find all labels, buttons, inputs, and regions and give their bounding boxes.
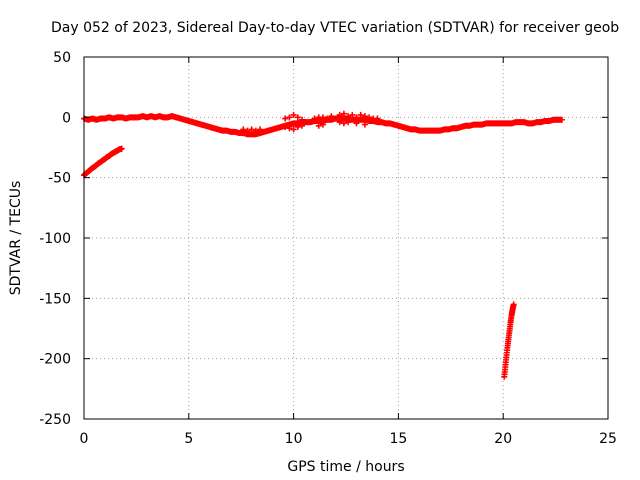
data-point-main-arc-spread [319,114,326,121]
grid-layer [84,57,608,419]
plot-frame [83,56,609,420]
y-tick-label: -50 [48,171,71,187]
x-tick-label: 25 [599,431,617,447]
data-point-main-arc-spread [319,121,326,128]
data-point-main-arc-spread [366,114,373,121]
data-point-main-arc-spread [282,123,289,130]
ticks-layer: 50 0 -50 -100 -150 -200 -250 0 5 10 15 20 25 [39,50,617,447]
y-axis-label: SDTVAR / TECUs [8,181,24,296]
y-tick-label: -200 [39,352,71,368]
data-point-main-arc-spread [286,114,293,121]
data-point-main-arc-spread [290,126,297,133]
data-point-main-arc-spread [240,126,247,133]
x-tick-label: 0 [80,431,89,447]
x-axis-label: GPS time / hours [287,459,404,475]
data-point-main-arc-spread [374,115,381,122]
chart-title: Day 052 of 2023, Sidereal Day-to-day VTE… [51,20,619,36]
data-point-main-arc-spread [252,127,259,134]
data-point-main-arc-spread [361,113,368,120]
data-points-layer [81,110,565,380]
data-point-main-arc [558,116,565,123]
data-point-main-arc-spread [340,120,347,127]
y-tick-label: -250 [39,412,71,428]
data-point-main-arc-spread [349,111,356,118]
x-tick-label: 20 [494,431,512,447]
data-point-main-arc-spread [294,123,301,130]
data-point-main-arc-spread [336,111,343,118]
y-tick-label: -150 [39,291,71,307]
data-point-main-arc-spread [324,115,331,122]
data-point-main-arc-spread [298,116,305,123]
data-point-main-arc-spread [257,126,264,133]
y-tick-label: 0 [62,110,71,126]
data-point-main-arc-spread [315,122,322,129]
data-point-main-arc-spread [248,126,255,133]
data-point-main-arc-spread [294,114,301,121]
data-point-main-arc-spread [361,121,368,128]
data-point-early-arc [118,145,125,152]
y-tick-label: 50 [53,50,71,66]
data-point-main-arc-spread [282,115,289,122]
data-point-main-arc-spread [340,110,347,117]
data-point-late-arc [510,301,517,308]
data-point-main-arc-spread [298,122,305,129]
x-tick-label: 5 [184,431,193,447]
data-point-main-arc-spread [311,115,318,122]
data-point-main-arc-spread [353,120,360,127]
data-point-main-arc-spread [353,114,360,121]
data-point-main-arc-spread [357,111,364,118]
data-point-main-arc-spread [328,113,335,120]
y-tick-label: -100 [39,231,71,247]
data-point-main-arc-spread [244,127,251,134]
data-point-main-arc-spread [336,119,343,126]
data-point-main-arc-spread [345,119,352,126]
data-point-main-arc-spread [286,125,293,132]
data-point-main-arc-spread [345,113,352,120]
x-tick-label: 10 [285,431,303,447]
data-point-main-arc-spread [290,111,297,118]
x-tick-label: 15 [389,431,407,447]
